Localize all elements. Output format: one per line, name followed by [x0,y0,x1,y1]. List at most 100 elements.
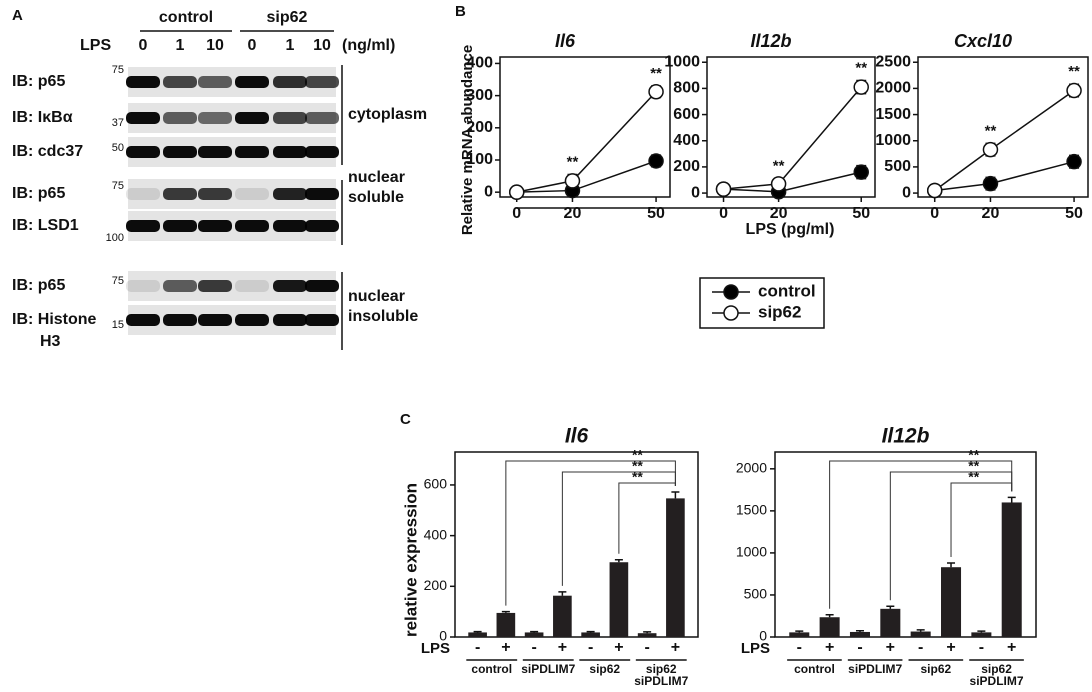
blot-band [305,146,339,158]
group-label: siPDLIM7 [521,662,575,676]
y-tick-label: 2000 [875,80,911,97]
data-point [508,184,525,200]
error-bar [558,591,567,596]
blot-band [126,280,160,292]
plot-frame [454,451,699,638]
row-label: IB: cdc37 [12,143,83,160]
plot-frame [706,56,876,198]
fraction-label: soluble [348,189,404,206]
blot-band [126,188,160,200]
blot-band [305,76,339,88]
y-tick-label: 400 [673,132,700,149]
mw-marker: 15 [112,319,124,331]
group-label: control [159,9,213,26]
y-tick-label: 1500 [875,106,911,123]
blot-band [273,188,307,200]
blot-band [163,280,197,292]
blot-band [198,112,232,124]
bar [1001,502,1022,637]
x-tick-label: + [614,639,623,656]
x-tick-label: - [588,639,593,656]
blot-band [273,314,307,326]
y-tick-label: 1500 [736,502,767,518]
bar [941,567,962,637]
bar [880,608,901,637]
comparison-bracket [950,482,1013,557]
x-tick-label: - [918,639,923,656]
blot-band [126,76,160,88]
data-point [1066,153,1082,170]
y-tick-label: 2000 [736,460,767,476]
group-label: control [794,662,835,676]
x-tick-label: + [825,639,834,656]
series-line [723,86,862,190]
error-bar [886,605,895,609]
y-axis-label: Relative mRNA abundance [459,45,476,235]
y-tick-label: 300 [466,87,493,104]
panel-label: C [400,411,411,428]
bar [789,632,810,637]
error-bar [643,631,652,634]
blot-band [305,280,339,292]
row-label: IB: LSD1 [12,217,79,234]
x-tick-label: - [797,639,802,656]
comparison-bracket [561,471,676,586]
comparison-bracket [618,482,676,554]
blot-band [198,220,232,232]
group-label: sip62 [646,662,677,676]
error-bar [825,613,834,618]
blot-band [273,76,307,88]
row-label: IB: Histone [12,311,97,328]
x-tick-label: 0 [719,205,728,222]
x-tick-label: 0 [930,205,939,222]
x-axis-label: LPS (pg/ml) [746,221,835,238]
x-tick-label: + [946,639,955,656]
legend-label: control [758,281,816,300]
mw-marker: 100 [106,232,124,244]
blot-band [163,112,197,124]
unit-label: (ng/ml) [342,37,395,54]
series-line [934,89,1075,192]
error-bar [916,629,925,632]
x-tick-label: 0 [512,205,521,222]
error-bar [795,630,804,633]
significance: ** [985,122,997,139]
group-label: sip62 [267,9,308,26]
error-bar [855,629,864,632]
blot-band [163,188,197,200]
blot-band [235,220,269,232]
significance: ** [632,447,643,463]
significance: ** [567,153,579,170]
y-tick-label: 1000 [664,53,700,70]
y-tick-label: 200 [673,158,700,175]
blot-band [235,280,269,292]
chart-title: Il12b [882,425,930,448]
y-tick-label: 500 [744,586,768,602]
panel-label: B [455,3,466,20]
y-tick-label: 0 [759,628,767,644]
significance: ** [968,469,979,485]
x-tick-label: 50 [647,205,665,222]
fraction-label: insoluble [348,308,418,325]
x-axis-label: LPS [421,640,450,657]
legend-box [699,277,825,329]
x-tick-label: + [558,639,567,656]
y-tick-label: 0 [691,184,700,201]
x-tick-label: 20 [564,205,582,222]
dose-label: 1 [286,37,295,54]
error-bar [501,610,510,613]
x-tick-label: - [857,639,862,656]
blot-band [273,280,307,292]
bar [971,632,992,637]
blot-band [163,76,197,88]
group-label: siPDLIM7 [848,662,902,676]
blot-band [126,112,160,124]
x-tick-label: 20 [982,205,1000,222]
blot-band [235,76,269,88]
data-point [853,164,869,180]
significance: ** [968,458,979,474]
row-label: IB: p65 [12,185,65,202]
x-tick-label: 50 [1065,205,1083,222]
data-point [770,176,787,192]
error-bar [977,630,986,633]
